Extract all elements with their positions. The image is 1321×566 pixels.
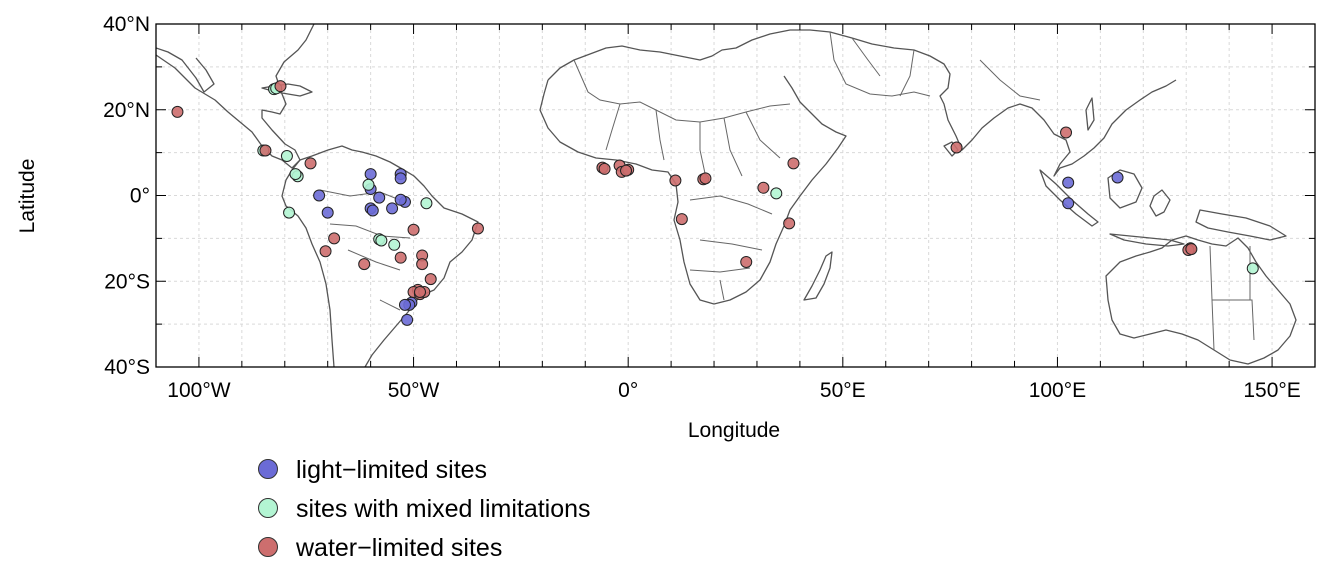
x-tick-label: 0° [618,379,638,402]
site-marker [373,191,386,204]
x-tick-label: 100°W [167,379,230,402]
country-borders [319,31,1255,351]
site-marker [401,313,414,326]
site-marker [394,251,407,264]
site-marker [787,157,800,170]
site-marker [1111,171,1124,184]
site-marker [420,197,433,210]
site-marker [471,222,484,235]
site-marker [1062,176,1075,189]
y-tick-label: 40°N [103,13,150,36]
x-tick-label: 100°E [1029,379,1086,402]
site-marker [675,213,688,226]
legend-marker [258,498,278,518]
site-marker [1185,243,1198,256]
site-marker [304,157,317,170]
legend-marker [258,459,278,479]
site-marker [1246,262,1259,275]
site-marker [950,141,963,154]
site-marker [699,172,712,185]
x-tick-label: 50°E [820,379,866,402]
y-axis-label: Latitude [16,159,39,234]
site-markers [171,80,1259,326]
site-marker [362,178,375,191]
site-marker [394,172,407,185]
site-marker [171,105,184,118]
site-marker [770,187,783,200]
site-marker [259,144,272,157]
legend-marker [258,537,278,557]
site-marker [319,245,332,258]
site-marker [289,168,302,181]
site-marker [669,174,682,187]
legend-label: light−limited sites [296,456,487,484]
y-tick-label: 0° [130,185,150,208]
site-marker [274,80,287,93]
x-axis-label: Longitude [688,419,780,442]
legend-label: sites with mixed limitations [296,495,591,523]
site-marker [424,273,437,286]
site-marker [386,202,399,215]
axis-ticks: 100°W 50°W 0° 50°E 100°E 150°E 40°N 20°N 0° 20°S 4… [103,13,1315,402]
site-marker [1062,197,1075,210]
site-marker [783,217,796,230]
site-marker [1060,126,1073,139]
site-marker [416,258,429,271]
y-tick-label: 20°N [103,99,150,122]
site-marker [740,255,753,268]
site-marker [375,234,388,247]
site-marker [366,204,379,217]
site-marker [413,285,426,298]
site-marker [407,223,420,236]
x-tick-label: 150°E [1243,379,1300,402]
site-marker [364,168,377,181]
site-marker [388,238,401,251]
site-marker [598,162,611,175]
series-0 [313,168,1124,326]
x-tick-label: 50°W [388,379,440,402]
site-marker [321,206,334,219]
site-marker [757,181,770,194]
site-marker [620,164,633,177]
series-2 [171,80,1198,301]
site-marker [358,258,371,271]
legend: light−limited sites sites with mixed limi… [258,456,591,562]
site-marker [313,189,326,202]
site-marker [328,232,341,245]
y-tick-label: 20°S [104,270,150,293]
legend-label: water−limited sites [295,534,502,562]
y-tick-label: 40°S [104,356,150,379]
site-marker [398,298,411,311]
site-marker [280,150,293,163]
site-marker [394,193,407,206]
site-marker [283,206,296,219]
